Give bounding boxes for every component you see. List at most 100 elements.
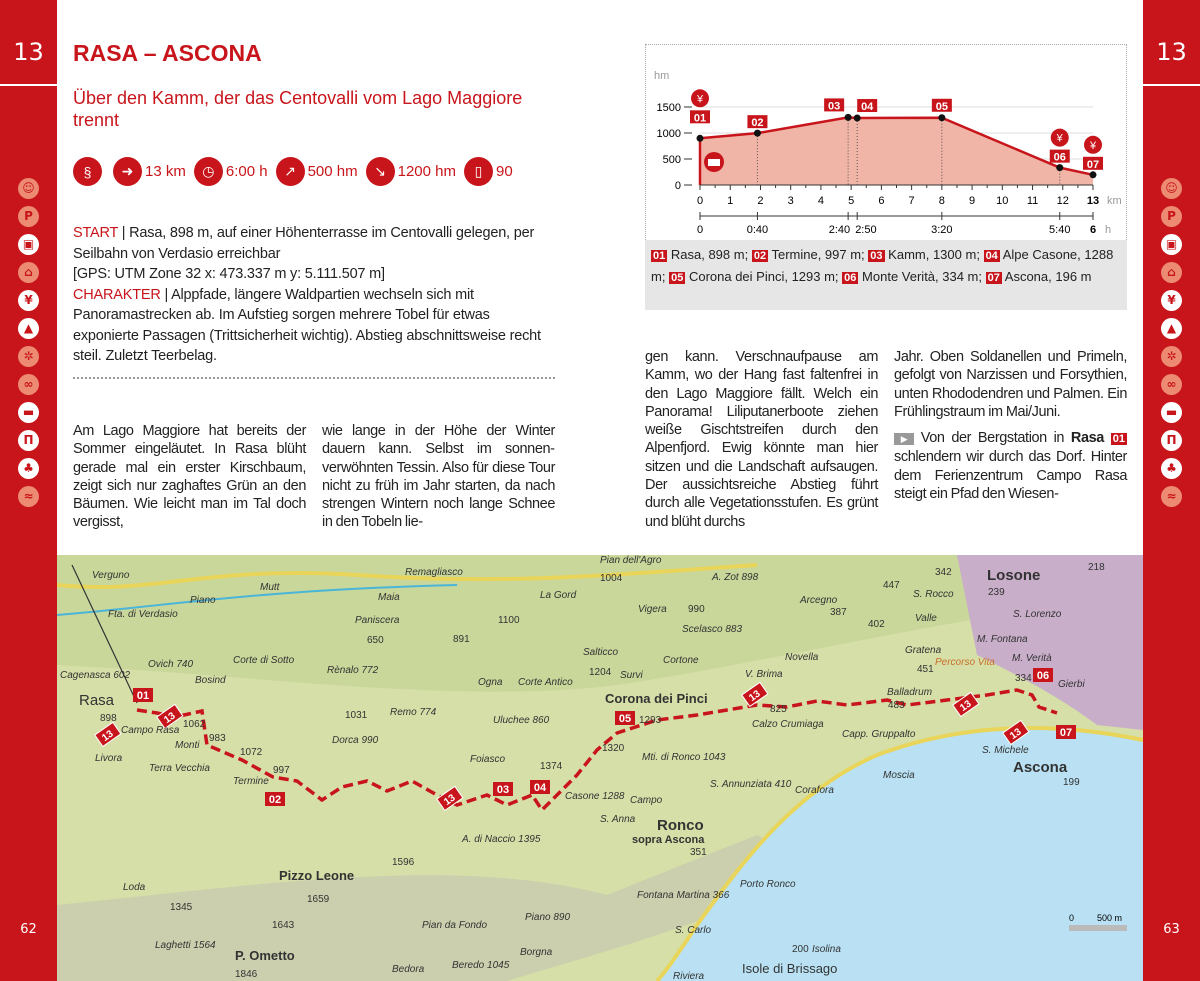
waypoint-badge: 07 (985, 271, 1002, 284)
x-tick-label: 9 (969, 195, 975, 207)
legend-item: 04 Alpe Casone, 1288 m; (651, 247, 1113, 284)
map-label: Loda (123, 882, 146, 893)
lake-maggiore (657, 728, 1143, 981)
hiking-route (136, 688, 1058, 813)
map-label: Ronco (657, 817, 704, 834)
y-axis-label: hm (654, 70, 669, 82)
waypoint-badge (1083, 156, 1103, 170)
map-label: Salticco (583, 647, 618, 658)
map-label: Beredo 1045 (452, 960, 510, 971)
map-label: 1659 (307, 894, 330, 905)
cable-car-glyph (708, 159, 720, 166)
start-info: START | Rasa, 898 m, auf einer Höhenterr… (73, 223, 558, 367)
legend-text: Rasa, 898 m; (670, 247, 749, 262)
map-label: Cagenasca 602 (60, 670, 130, 681)
lakeside-road (655, 726, 1143, 981)
waypoint-badge (1049, 149, 1070, 163)
waypoint-badge (615, 711, 635, 725)
map-label: Cortone (663, 655, 699, 666)
map-label: 990 (688, 604, 705, 615)
x-tick-label: 10 (996, 195, 1008, 207)
elevation-profile: hm 0 500 1000 1500 0 1 2 3 4 5 6 7 8 9 10 11 12 13 km 0 0:40 2… (645, 44, 1127, 240)
page-title: RASA – ASCONA (73, 40, 262, 66)
map-label: 1293 (639, 715, 662, 726)
map-label: 1846 (235, 969, 258, 980)
cable-car-icon: ⌂ (18, 262, 39, 283)
map-label: Borgna (520, 947, 553, 958)
time-axis-label: h (1105, 224, 1111, 236)
tour-number: 13 (0, 0, 57, 86)
map-label: 898 (100, 713, 117, 724)
map-label: Porto Ronco (740, 879, 796, 890)
time-tick-label: 2:40 (829, 224, 850, 236)
category-icons: ☺ P ▣ ⌂ ¥ ▲ ✲ ∞ ▬ Π ♣ ≈ (1161, 178, 1182, 507)
y-tick-label: 500 (663, 154, 681, 166)
map-label: 1100 (498, 615, 520, 626)
map-label: M. Verità (1012, 653, 1052, 664)
y-tick-label: 0 (675, 180, 681, 192)
legend-text: Kamm, 1300 m; (888, 247, 980, 262)
map-label: Pian dell'Agro (600, 555, 662, 566)
legend-text: Monte Verità, 334 m; (862, 268, 982, 284)
map-label: Isolina (812, 944, 841, 955)
restaurant-icon: ¥ (18, 290, 39, 311)
map-label: V. Brima (745, 669, 783, 680)
waypoint-badge (824, 98, 845, 112)
waypoint-marker (844, 113, 852, 121)
fact-value: 13 km (145, 163, 186, 180)
map-label: 1374 (540, 761, 563, 772)
map-label: Mti. di Ronco 1043 (642, 752, 726, 763)
map-label: 334 (1015, 673, 1032, 684)
waypoint-marker (938, 114, 946, 122)
restaurant-glyph: ¥ (696, 93, 704, 105)
waypoint-label: 01 (694, 112, 706, 124)
paragraph-start: Von der Bergstation in (914, 430, 1071, 447)
map-label: 1072 (240, 747, 263, 758)
fact-item: ➜ 13 km (113, 157, 186, 186)
page-number-left: 62 (20, 922, 37, 937)
waypoint-marker (1056, 164, 1064, 172)
map-label: 199 (1063, 777, 1080, 788)
swim-icon: ≈ (18, 486, 39, 507)
map-label: Balladrum (887, 687, 932, 698)
map-label: Vigera (638, 604, 667, 615)
map-label: Fta. di Verdasio (108, 609, 178, 620)
legend-item: 05 Corona dei Pinci, 1293 m; (669, 269, 842, 284)
waypoint-badge: 06 (842, 271, 859, 284)
map-label: Monti (175, 740, 200, 751)
legend-text: Ascona, 196 m (1004, 268, 1092, 284)
bear-icon: ☺ (1161, 178, 1182, 199)
paragraph: Jahr. Oben Soldanellen und Pri­meln, gef… (894, 349, 1127, 420)
restaurant-glyph: ¥ (1056, 133, 1064, 145)
map-label: 1345 (170, 902, 193, 913)
fact-item: ▯ 90 (464, 157, 513, 186)
waypoint-badge: 04 (983, 250, 1000, 262)
legend-item: 02 Termine, 997 m; (751, 247, 868, 262)
map-label: Gierbi (1058, 679, 1085, 690)
left-sidebar: 13 ☺ P ▣ ⌂ ¥ ▲ ✲ ∞ ▬ Π ♣ ≈ 62 (0, 0, 57, 981)
bike-icon: ∞ (18, 374, 39, 395)
waypoint-marker (753, 129, 761, 137)
fact-item: ↗ 500 hm (275, 157, 358, 186)
restaurant-icon (691, 89, 709, 108)
text-column-2: wie lange in der Höhe der Winter dauern … (322, 423, 555, 531)
map-label: P. Ometto (235, 948, 295, 963)
legend-text: Alpe Casone, 1288 m; (651, 247, 1114, 284)
right-sidebar: 13 ☺ P ▣ ⌂ ¥ ▲ ✲ ∞ ▬ Π ♣ ≈ 63 (1143, 0, 1200, 981)
map-label: Ogna (478, 677, 503, 688)
map-label: Verguno (92, 570, 130, 581)
map-pages-icon: ▯ (464, 157, 493, 186)
page-number-right: 63 (1163, 922, 1180, 937)
terrain-shade (57, 555, 1143, 692)
map-label: Ovich 740 (148, 659, 193, 670)
x-tick-label: 8 (939, 195, 945, 207)
waypoint-label: 04 (534, 782, 547, 794)
map-label: Arcegno (799, 595, 838, 606)
map-label: Livora (95, 753, 123, 764)
waypoint-badge: 03 (868, 250, 885, 262)
waypoint-label: 06 (1054, 152, 1066, 164)
route-map[interactable]: 01 02 03 04 05 06 07 13 13 13 13 13 13 Verguno Fta. di… (57, 555, 1143, 981)
map-label: La Gord (540, 590, 577, 601)
map-label: Paniscera (355, 615, 400, 626)
